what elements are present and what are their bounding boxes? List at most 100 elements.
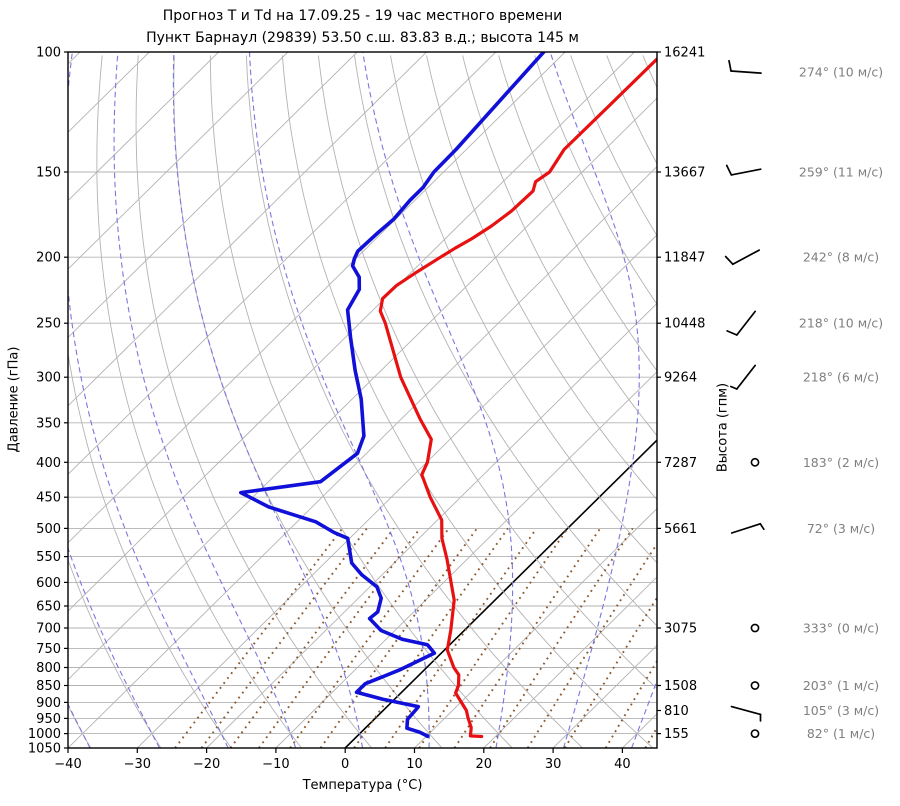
wind-barb-staff-icon [731, 249, 761, 266]
wind-barb-staff-icon [730, 522, 762, 534]
dry-adiabat [715, 55, 900, 748]
moist-adiabat [68, 52, 229, 748]
pressure-tick-label: 200 [36, 251, 61, 266]
mixing-ratio-line [289, 527, 450, 748]
pressure-tick-label: 900 [36, 696, 61, 711]
pressure-tick-label: 750 [36, 642, 61, 657]
pressure-tick-label: 650 [36, 600, 61, 615]
dry-adiabat [534, 55, 657, 306]
pressure-tick-label: 550 [36, 550, 61, 565]
pressure-tick-label: 1000 [28, 727, 61, 742]
wind-label: 72° (3 м/с) [807, 521, 875, 536]
wind-barb-feather-icon [728, 59, 732, 72]
isotherm-line [414, 507, 657, 748]
pressure-tick-label: 1050 [28, 742, 61, 757]
temperature-tick-label: −10 [262, 757, 289, 772]
dewpoint-curve [239, 52, 546, 739]
dry-adiabat [462, 55, 657, 437]
wind-barb-staff-icon [730, 168, 762, 176]
temperature-curve [378, 56, 657, 739]
isotherm-line [68, 52, 219, 202]
wind-label: 333° (0 м/с) [803, 621, 879, 636]
calm-wind-circle-icon [750, 729, 760, 738]
mixing-ratio-line [353, 527, 509, 748]
mixing-ratio-line [200, 527, 368, 748]
wind-label: 82° (1 м/с) [807, 726, 875, 741]
pressure-tick-label: 350 [36, 416, 61, 431]
axes: 1001502002503003504004505005506006507007… [28, 46, 705, 773]
temperature-tick-label: 20 [476, 757, 493, 772]
height-tick-label: 1508 [664, 679, 697, 694]
dry-adiabat [426, 55, 657, 501]
isotherm-line [68, 52, 427, 407]
wind-barb-feather-icon [726, 330, 738, 336]
wind-barb [728, 59, 762, 74]
isotherm-line [68, 52, 289, 270]
mixing-ratio-line [604, 659, 657, 748]
wind-barb [730, 705, 762, 722]
dry-adiabat [606, 55, 657, 165]
temperature-axis-label: Температура (°C) [302, 778, 423, 793]
wind-barb-feather-icon [724, 255, 734, 266]
dry-adiabat [135, 55, 373, 748]
moist-adiabat [68, 546, 160, 748]
moist-adiabat [113, 52, 297, 748]
mixing-ratio-line [418, 527, 569, 748]
wind-barb-feather-icon [729, 385, 738, 390]
moist-adiabat [172, 52, 364, 748]
moist-adiabat [549, 52, 640, 748]
pressure-tick-label: 950 [36, 712, 61, 727]
wind-barb-staff-icon [730, 70, 762, 74]
pressure-tick-label: 250 [36, 317, 61, 332]
wind-barb [730, 522, 765, 534]
temperature-tick-label: 10 [406, 757, 423, 772]
temperature-tick-label: −20 [193, 757, 220, 772]
isotherm-line [483, 576, 657, 748]
wind-barb [725, 164, 762, 176]
isotherm-line [275, 371, 657, 748]
height-tick-label: 13667 [664, 166, 705, 181]
isotherm-line [68, 52, 566, 544]
calm-wind-circle-icon [750, 457, 760, 467]
height-tick-label: 9264 [664, 371, 697, 386]
zero-isotherm-line [344, 439, 657, 748]
chart-title-line2: Пункт Барнаул (29839) 53.50 с.ш. 83.83 в… [146, 30, 579, 46]
mixing-ratio-line [563, 596, 657, 748]
dry-adiabat [895, 55, 900, 748]
isotherm-line [622, 713, 657, 748]
dry-adiabat [68, 350, 232, 748]
pressure-tick-label: 800 [36, 661, 61, 676]
pressure-tick-label: 700 [36, 622, 61, 637]
temperature-tick-label: 30 [545, 757, 562, 772]
isotherm-line [68, 97, 657, 681]
calm-wind-circle-icon [750, 681, 760, 690]
dry-adiabat [787, 55, 900, 748]
dry-adiabat [498, 55, 657, 372]
wind-label: 242° (8 м/с) [803, 250, 879, 265]
wind-label: 183° (2 м/с) [803, 455, 879, 470]
moist-adiabat [248, 52, 430, 748]
moist-adiabat [631, 679, 657, 748]
wind-label: 274° (10 м/с) [799, 65, 883, 80]
dry-adiabat [859, 55, 900, 748]
dry-adiabat [281, 55, 654, 748]
height-tick-label: 5661 [664, 522, 697, 537]
height-tick-label: 3075 [664, 622, 697, 637]
mixing-ratio-line [453, 527, 601, 748]
isotherm-line [552, 644, 657, 748]
moist-adiabat [0, 52, 20, 748]
wind-barb [750, 457, 760, 467]
height-tick-label: 10448 [664, 317, 705, 332]
pressure-tick-label: 400 [36, 456, 61, 471]
temperature-tick-label: 0 [341, 757, 349, 772]
dry-adiabat [68, 558, 162, 748]
pressure-tick-label: 600 [36, 576, 61, 591]
temperature-tick-label: −40 [54, 757, 81, 772]
dry-adiabat [96, 55, 302, 748]
wind-label: 105° (3 м/с) [803, 703, 879, 718]
wind-barb [750, 729, 760, 738]
wind-label: 259° (11 м/с) [799, 165, 883, 180]
wind-barb [729, 364, 757, 390]
